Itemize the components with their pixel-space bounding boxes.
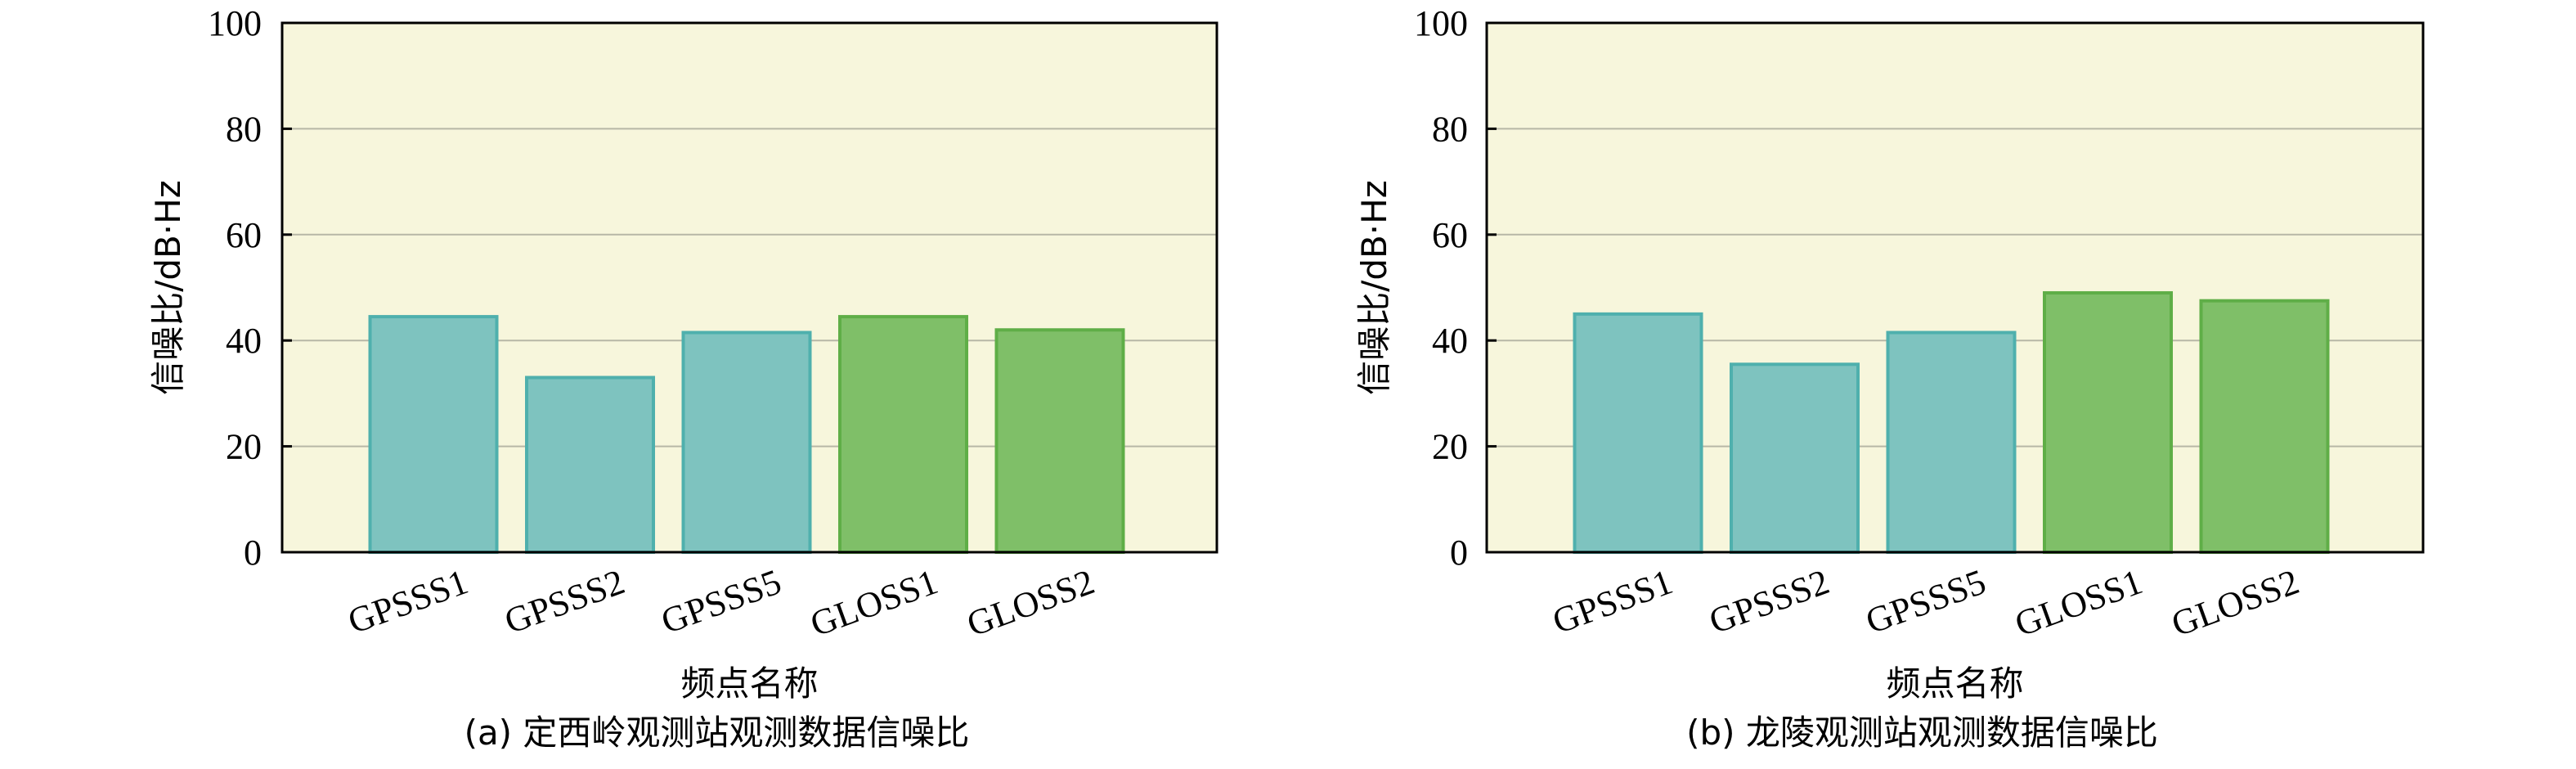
y-tick-label: 60	[1432, 215, 1468, 255]
y-tick-label: 0	[1450, 533, 1468, 573]
bar-gloss2	[994, 328, 1125, 554]
bar-gloss2	[2199, 299, 2330, 554]
bar-gpsss1	[368, 315, 499, 554]
y-tick-label: 20	[1432, 427, 1468, 467]
y-tick-label: 100	[1414, 3, 1468, 43]
y-tick-label: 100	[208, 3, 262, 43]
bar-gpsss2	[1730, 362, 1860, 554]
y-axis-title: 信噪比/dB·Hz	[148, 180, 188, 395]
x-axis-title: 频点名称	[680, 663, 818, 704]
x-tick-label: GPSSS5	[1860, 561, 1990, 641]
bar-gpsss2	[525, 376, 655, 554]
bar-gloss1	[2043, 290, 2173, 554]
y-tick-label: 40	[226, 321, 262, 361]
bar-gpsss1	[1573, 312, 1703, 554]
plot-frame	[280, 21, 1218, 554]
bar-gloss1	[838, 315, 968, 554]
y-tick-label: 80	[1432, 109, 1468, 149]
x-tick-label: GLOSS1	[2010, 561, 2147, 644]
plot-frame	[1485, 21, 2425, 554]
y-tick-label: 60	[226, 215, 262, 255]
y-tick-label: 80	[226, 109, 262, 149]
chart-panel-1: GPSSS1 GPSSS2 GPSSS5 GLOSS1 GLOSS2 0 20 40 60 80 1…	[1354, 3, 2425, 753]
x-tick-label: GPSSS2	[1704, 561, 1834, 641]
bar-gpsss5	[1886, 331, 2017, 554]
x-tick-label: GLOSS1	[806, 561, 943, 644]
y-tick-label: 40	[1432, 321, 1468, 361]
x-tick-label: GLOSS2	[962, 561, 1099, 644]
x-tick-label: GPSSS1	[343, 561, 473, 641]
chart-caption: (a) 定西岭观测站观测数据信噪比	[464, 713, 970, 753]
y-axis-title: 信噪比/dB·Hz	[1354, 180, 1394, 395]
x-tick-label: GLOSS2	[2166, 561, 2304, 644]
chart-panel-0: GPSSS1 GPSSS2 GPSSS5 GLOSS1 GLOSS2 0 20 40 60 80 1…	[148, 3, 1218, 753]
x-tick-label: GPSSS2	[500, 561, 630, 641]
x-tick-label: GPSSS1	[1547, 561, 1677, 641]
x-axis-title: 频点名称	[1886, 663, 2023, 704]
x-tick-label: GPSSS5	[656, 561, 786, 641]
chart-caption: (b) 龙陵观测站观测数据信噪比	[1686, 713, 2158, 753]
y-tick-label: 20	[226, 427, 262, 467]
y-tick-label: 0	[244, 533, 262, 573]
bar-gpsss5	[681, 331, 812, 554]
